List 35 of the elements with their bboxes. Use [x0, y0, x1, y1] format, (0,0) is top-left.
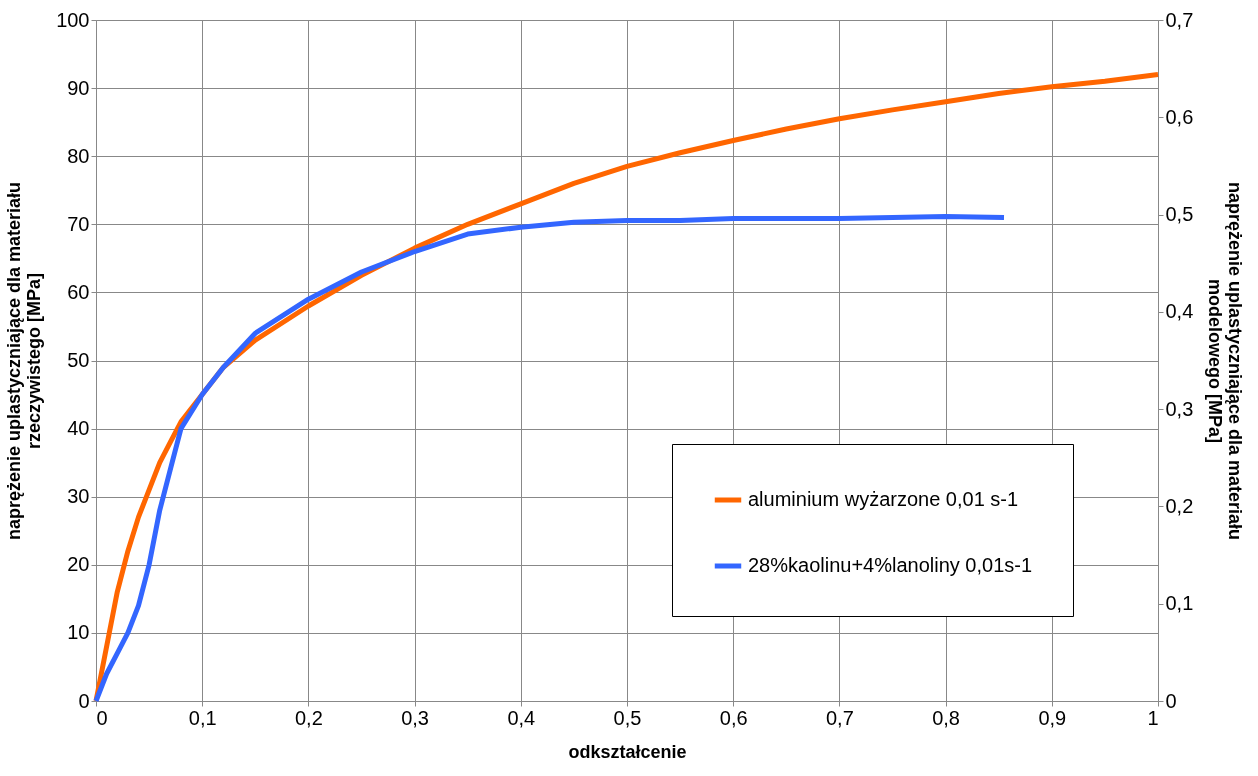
x-tick-label: 1 [1147, 706, 1159, 729]
y2-tick-label: 0,5 [1165, 203, 1194, 226]
y-tick-label: 70 [67, 212, 90, 235]
legend-label: aluminium wyżarzone 0,01 s-1 [748, 488, 1019, 510]
y-tick-label: 40 [67, 417, 90, 440]
y-tick-label: 80 [67, 144, 90, 167]
x-tick-label: 0,3 [401, 706, 430, 729]
y-tick-label: 60 [67, 280, 90, 303]
y2-tick-label: 0,6 [1165, 105, 1194, 128]
x-tick-label: 0,9 [1038, 706, 1067, 729]
y2-axis-title: naprężenie uplastyczniające dla materiału modelowego [MPa] [1205, 181, 1246, 541]
x-axis-title: odkształcenie [568, 741, 687, 762]
y-tick-label: 100 [56, 8, 90, 31]
y2-tick-label: 0,1 [1165, 592, 1194, 615]
x-tick-label: 0,4 [507, 706, 536, 729]
y-tick-label: 10 [67, 621, 90, 644]
y2-tick-label: 0,2 [1165, 494, 1194, 517]
y-tick-label: 0 [78, 689, 90, 712]
y2-tick-label: 0 [1165, 689, 1177, 712]
y-tick-label: 30 [67, 485, 90, 508]
y2-tick-label: 0,4 [1165, 300, 1194, 323]
x-tick-label: 0,8 [932, 706, 961, 729]
y2-tick-label: 0,7 [1165, 8, 1194, 31]
y-tick-label: 90 [67, 76, 90, 99]
x-tick-label: 0,6 [719, 706, 748, 729]
legend-label: 28%kaolinu+4%lanoliny 0,01s-1 [748, 554, 1033, 576]
x-tick-label: 0,1 [188, 706, 217, 729]
y-tick-label: 50 [67, 349, 90, 371]
x-tick-label: 0 [96, 706, 108, 729]
x-tick-label: 0,5 [613, 706, 642, 729]
x-tick-label: 0,2 [294, 706, 323, 729]
x-tick-label: 0,7 [825, 706, 854, 729]
y-axis-title: naprężenie uplastyczniające dla materiału rzeczywistego [MPa] [4, 181, 45, 541]
y-tick-label: 20 [67, 553, 90, 576]
y2-tick-label: 0,3 [1165, 397, 1194, 420]
